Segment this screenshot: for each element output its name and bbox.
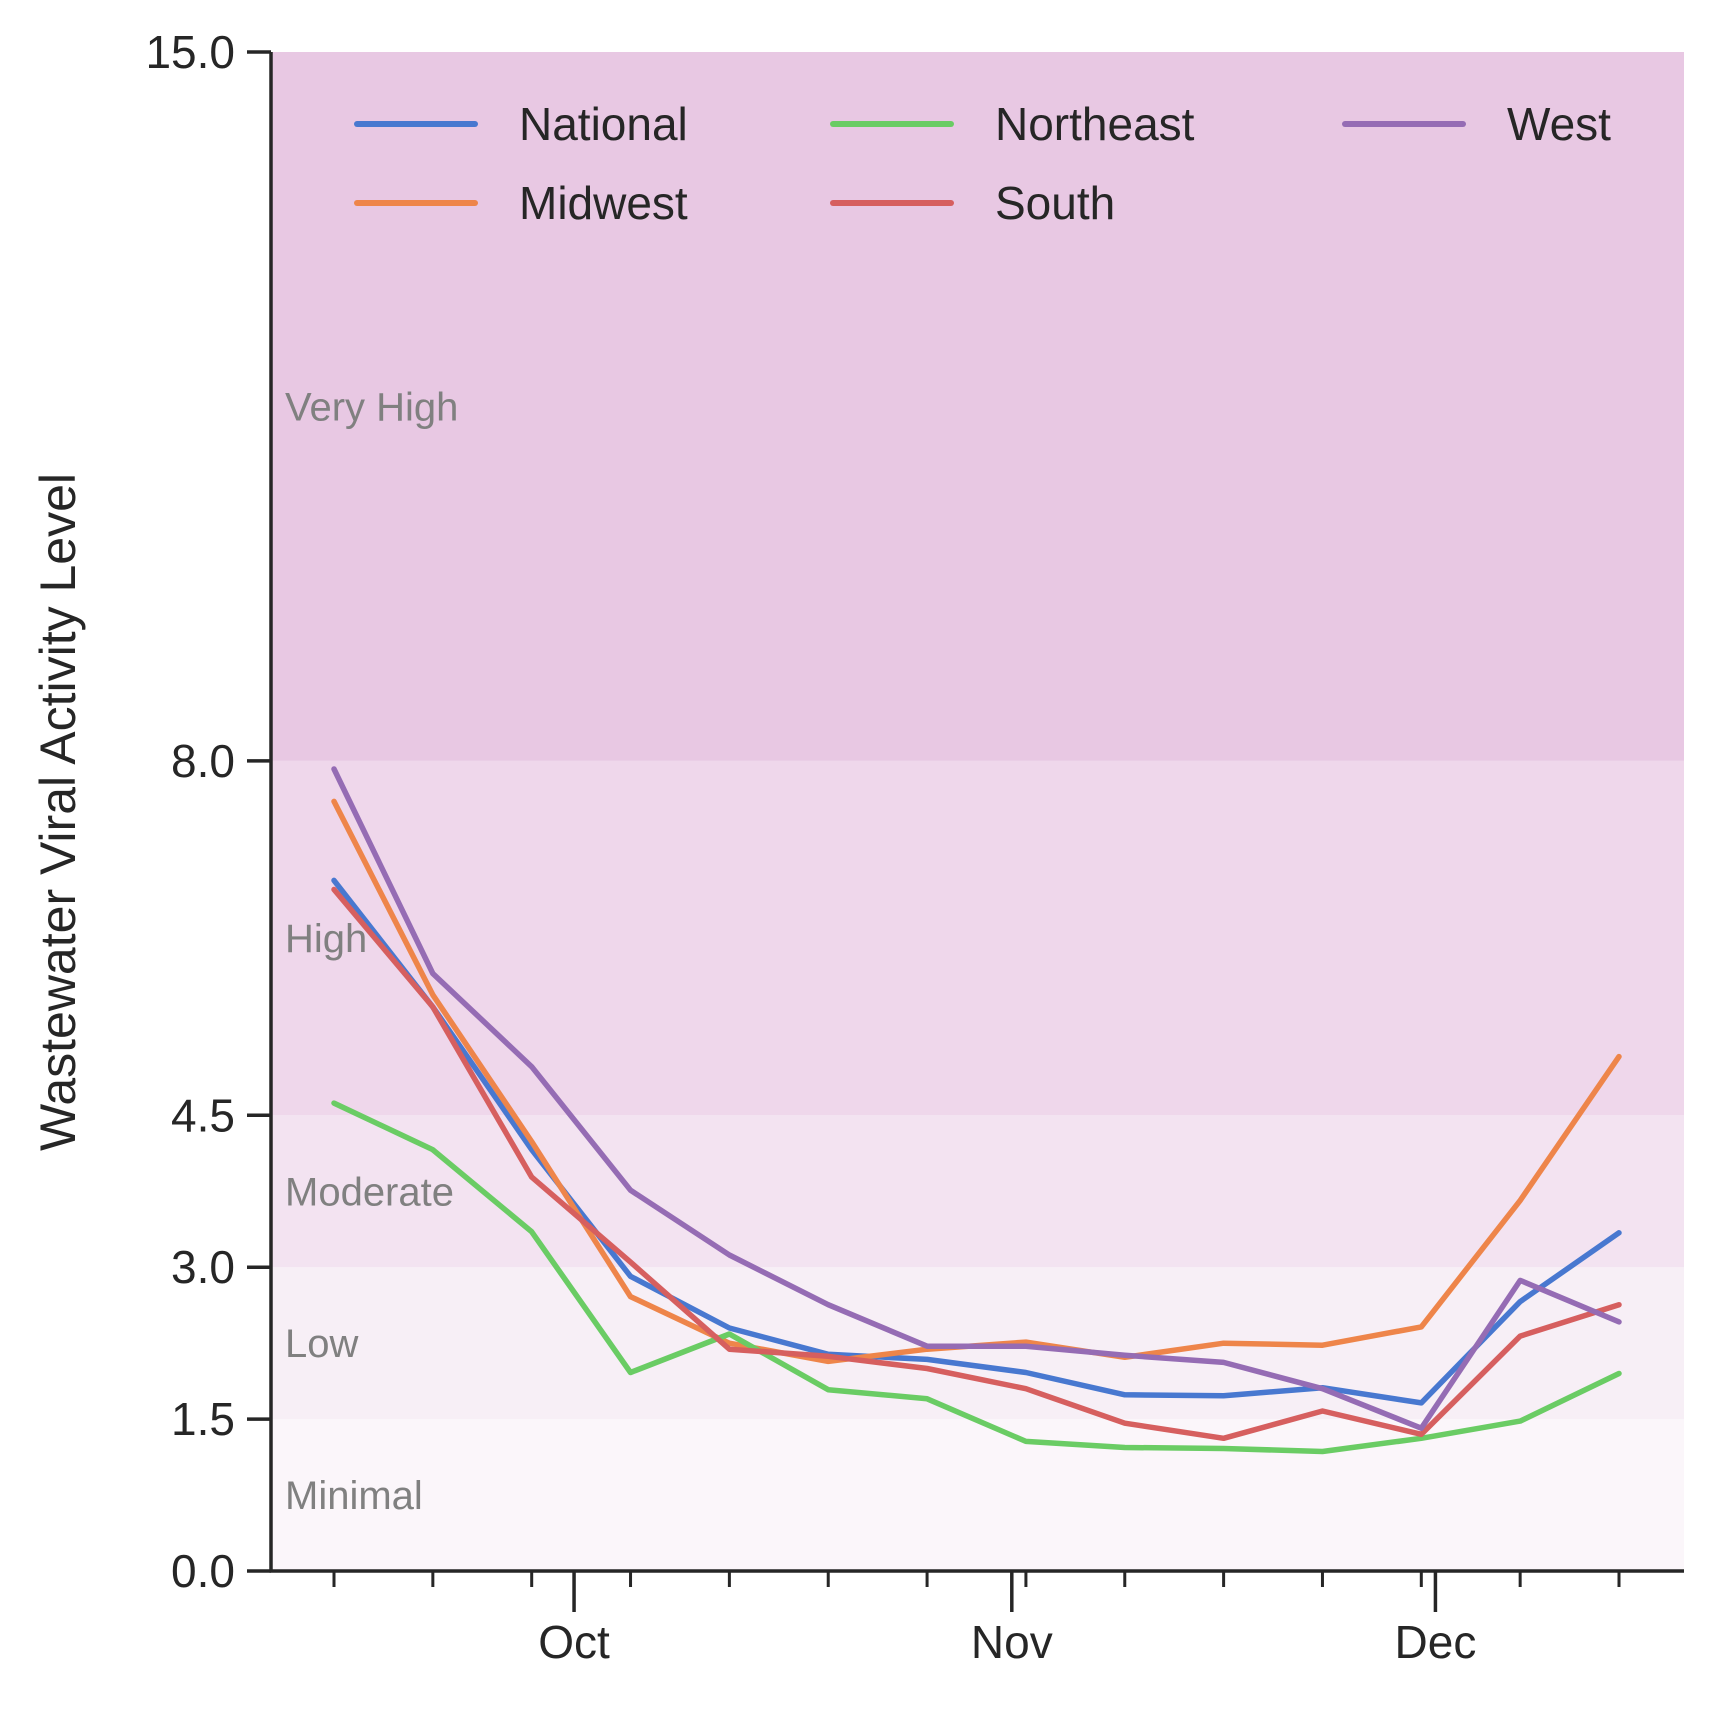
axes — [269, 52, 1684, 1573]
x-tick-label-dec: Dec — [1395, 1616, 1477, 1668]
band-minimal — [271, 1419, 1684, 1571]
y-tick-label: 4.5 — [171, 1089, 235, 1141]
band-label-very-high: Very High — [285, 385, 458, 429]
legend-item-midwest: Midwest — [354, 177, 688, 229]
x-axis-ticks: Oct Nov Dec — [332, 1571, 1621, 1668]
y-tick-label: 15.0 — [145, 26, 235, 78]
band-moderate — [271, 1115, 1684, 1268]
legend-label: South — [995, 177, 1115, 229]
legend-label: Midwest — [519, 177, 688, 229]
y-tick-label: 3.0 — [171, 1241, 235, 1293]
series-lines — [331, 766, 1622, 1455]
series-line-south — [331, 886, 1622, 1442]
legend-item-south: South — [830, 177, 1115, 229]
y-axis-label: Wastewater Viral Activity Level — [30, 473, 86, 1151]
band-labels: Minimal Low Moderate High Very High — [285, 385, 458, 1518]
y-tick-label: 0.0 — [171, 1545, 235, 1597]
band-label-minimal: Minimal — [285, 1474, 423, 1518]
y-axis-ticks: 0.0 1.5 3.0 4.5 8.0 15.0 — [145, 26, 271, 1597]
legend-label: West — [1507, 98, 1611, 150]
legend: National Midwest Northeast South West — [354, 98, 1611, 229]
legend-item-northeast: Northeast — [830, 98, 1195, 150]
band-label-high: High — [285, 917, 367, 961]
series-line-northeast — [331, 1100, 1622, 1455]
band-label-low: Low — [285, 1322, 358, 1366]
x-tick-label-nov: Nov — [971, 1616, 1053, 1668]
band-very-high — [271, 52, 1684, 761]
legend-item-west: West — [1342, 98, 1611, 150]
y-tick-label: 8.0 — [171, 735, 235, 787]
x-tick-label-oct: Oct — [538, 1616, 610, 1668]
y-tick-label: 1.5 — [171, 1393, 235, 1445]
legend-item-national: National — [354, 98, 688, 150]
band-high — [271, 760, 1684, 1116]
series-line-west — [331, 766, 1622, 1431]
legend-label: National — [519, 98, 688, 150]
band-label-moderate: Moderate — [285, 1170, 454, 1214]
legend-label: Northeast — [995, 98, 1195, 150]
